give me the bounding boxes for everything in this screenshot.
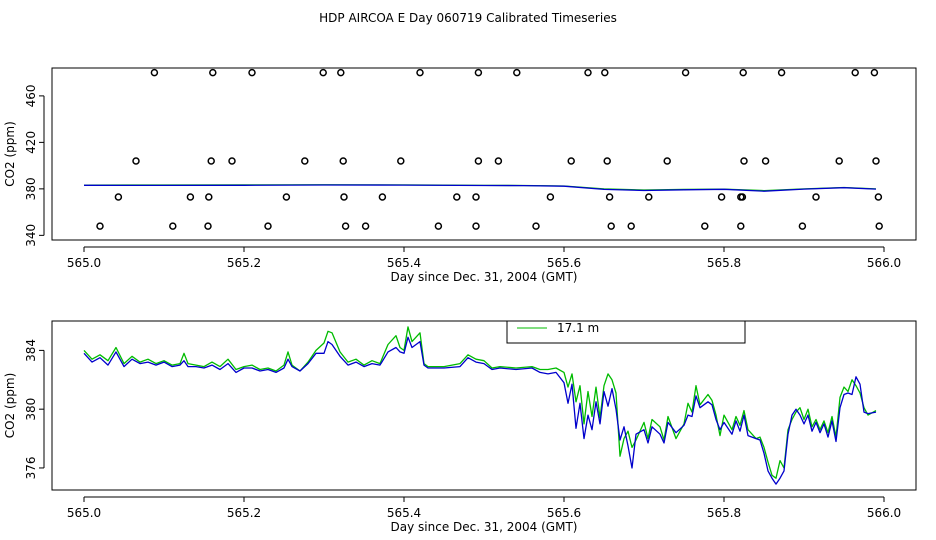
data-point bbox=[835, 157, 843, 165]
x-tick-label: 565.0 bbox=[67, 506, 101, 520]
x-tick-label: 565.0 bbox=[67, 256, 101, 270]
data-point bbox=[875, 222, 883, 230]
data-point bbox=[150, 68, 159, 77]
data-point bbox=[603, 157, 611, 165]
y-tick-label: 380 bbox=[24, 398, 38, 421]
y-axis-label: CO2 (ppm) bbox=[3, 373, 17, 439]
data-point bbox=[739, 68, 747, 77]
y-tick-label: 384 bbox=[24, 339, 38, 362]
data-point bbox=[474, 68, 483, 77]
y-tick-label: 340 bbox=[24, 224, 38, 247]
data-point bbox=[319, 68, 327, 77]
data-point bbox=[282, 193, 291, 201]
data-point bbox=[205, 193, 213, 201]
data-point bbox=[474, 157, 483, 165]
data-point bbox=[186, 193, 195, 201]
data-point bbox=[737, 222, 745, 230]
data-point bbox=[301, 157, 309, 165]
data-point bbox=[812, 193, 820, 201]
legend: 17.1 m bbox=[506, 320, 746, 344]
data-point bbox=[453, 193, 461, 201]
data-point bbox=[584, 68, 592, 77]
data-point bbox=[132, 157, 140, 165]
top-panel: 565.0 565.2 565.4 565.6 565.8 566.0 Day since … bbox=[3, 67, 917, 284]
data-point bbox=[546, 193, 555, 201]
x-tick-label: 565.8 bbox=[707, 506, 741, 520]
data-point bbox=[494, 157, 503, 165]
data-point bbox=[96, 222, 104, 230]
data-point bbox=[169, 222, 177, 230]
data-point bbox=[532, 222, 540, 230]
data-point bbox=[740, 157, 748, 165]
data-point bbox=[761, 157, 770, 165]
data-point bbox=[681, 68, 690, 77]
data-point bbox=[340, 193, 348, 201]
x-tick-label: 565.8 bbox=[707, 256, 741, 270]
x-axis-label: Day since Dec. 31, 2004 (GMT) bbox=[391, 270, 578, 284]
y-tick-label: 460 bbox=[24, 84, 38, 107]
data-point bbox=[341, 222, 350, 230]
data-point bbox=[207, 157, 215, 165]
data-point bbox=[513, 68, 521, 77]
data-point bbox=[337, 68, 345, 77]
data-point bbox=[605, 193, 614, 201]
data-point bbox=[663, 157, 671, 165]
data-point bbox=[204, 222, 212, 230]
series-line-blue bbox=[83, 336, 877, 485]
x-tick-label: 565.4 bbox=[387, 256, 421, 270]
data-point bbox=[434, 222, 443, 230]
data-point bbox=[601, 68, 609, 77]
data-point bbox=[378, 193, 387, 201]
data-point bbox=[397, 157, 405, 165]
data-point bbox=[264, 222, 272, 230]
data-point bbox=[339, 157, 347, 165]
data-point bbox=[645, 193, 653, 201]
bottom-panel: 565.0 565.2 565.4 565.6 565.8 566.0 Day since … bbox=[3, 320, 917, 534]
plot-frame bbox=[51, 67, 917, 241]
data-point bbox=[872, 157, 880, 165]
y-tick-label: 380 bbox=[24, 177, 38, 200]
data-point bbox=[717, 193, 726, 201]
data-point bbox=[798, 222, 807, 230]
data-point bbox=[851, 68, 859, 77]
x-tick-label: 565.6 bbox=[547, 506, 581, 520]
data-point bbox=[248, 68, 256, 77]
y-axis-label: CO2 (ppm) bbox=[3, 121, 17, 187]
legend-box bbox=[506, 320, 746, 344]
data-point bbox=[361, 222, 370, 230]
x-tick-label: 566.0 bbox=[867, 256, 901, 270]
x-tick-label: 565.6 bbox=[547, 256, 581, 270]
data-point bbox=[416, 68, 424, 77]
plot-frame bbox=[51, 320, 917, 491]
data-point bbox=[738, 193, 747, 201]
data-point bbox=[607, 222, 615, 230]
data-point bbox=[472, 193, 480, 201]
legend-label: 17.1 m bbox=[557, 321, 599, 335]
x-tick-label: 566.0 bbox=[867, 506, 901, 520]
data-point bbox=[870, 68, 879, 77]
x-tick-label: 565.4 bbox=[387, 506, 421, 520]
data-point bbox=[777, 68, 786, 77]
x-axis-label: Day since Dec. 31, 2004 (GMT) bbox=[391, 520, 578, 534]
series-line-blue bbox=[83, 184, 877, 192]
x-tick-label: 565.2 bbox=[227, 506, 261, 520]
y-tick-label: 420 bbox=[24, 131, 38, 154]
data-point bbox=[567, 157, 575, 165]
data-point bbox=[114, 193, 123, 201]
y-tick-label: 376 bbox=[24, 457, 38, 480]
data-point bbox=[874, 193, 883, 201]
data-point bbox=[472, 222, 480, 230]
data-point bbox=[701, 222, 709, 230]
data-point bbox=[627, 222, 635, 230]
chart-title: HDP AIRCOA E Day 060719 Calibrated Times… bbox=[319, 11, 617, 25]
data-point bbox=[209, 68, 217, 77]
data-point bbox=[228, 157, 236, 165]
x-tick-label: 565.2 bbox=[227, 256, 261, 270]
